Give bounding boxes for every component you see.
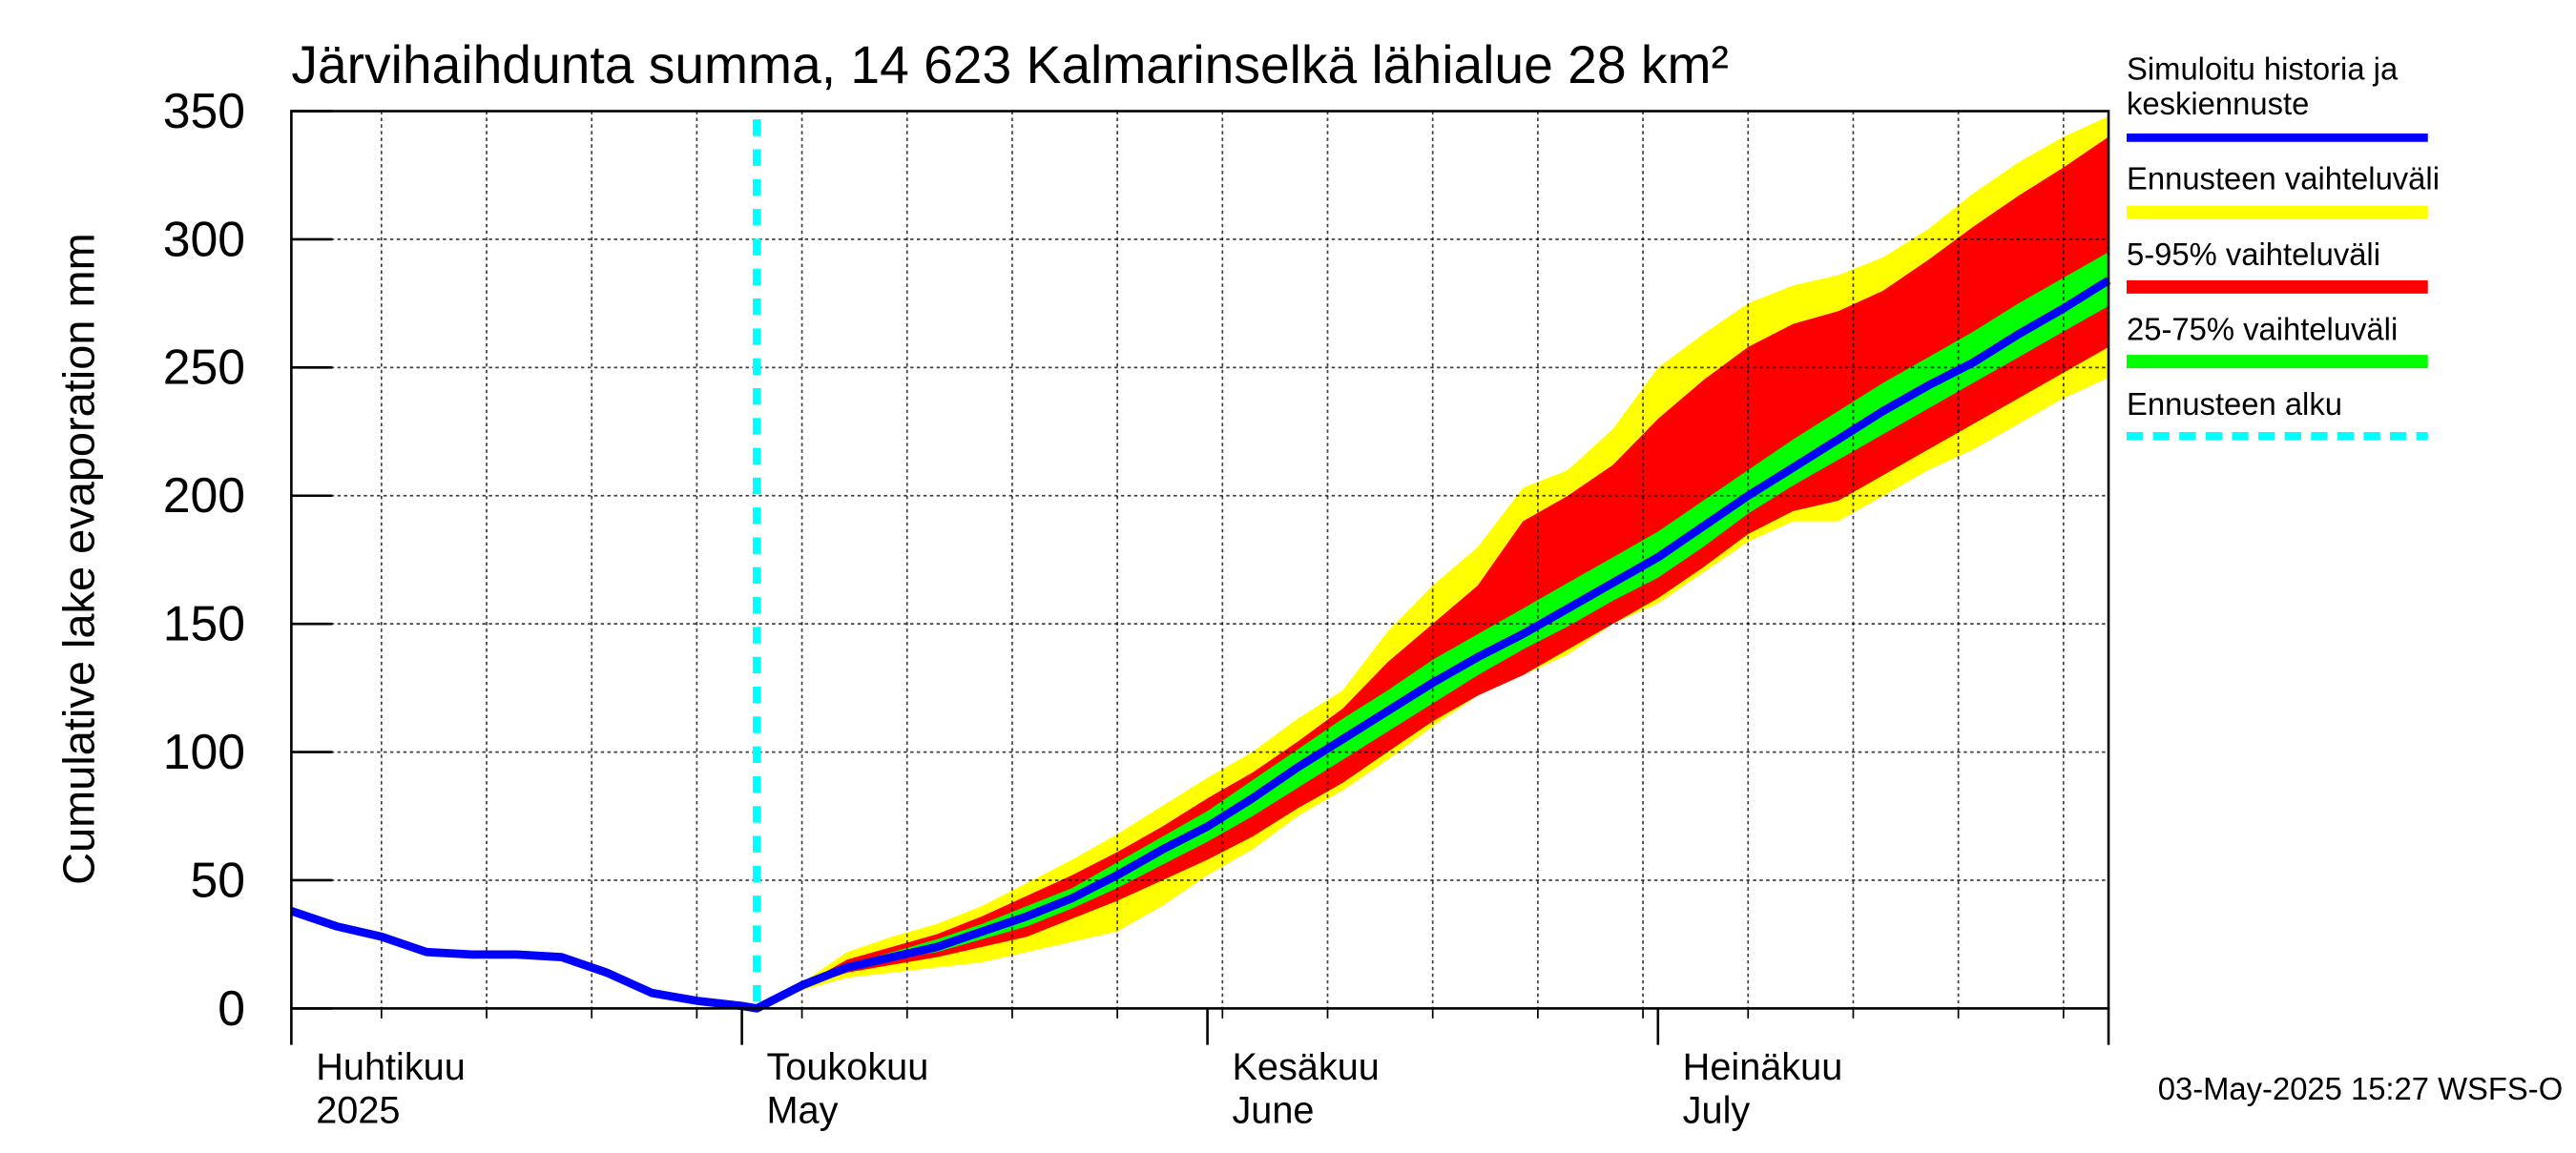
y-tick-label-200: 200 [163,468,245,524]
month-label-en-1: May [766,1089,838,1131]
legend-label-3: 25-75% vaihteluväli [2127,311,2398,346]
grid-layer [291,111,2109,1009]
legend-label-1: Ennusteen vaihteluväli [2127,160,2440,196]
main-series-line [289,277,2111,1013]
bands-layer [757,115,2109,1009]
band-1 [757,136,2109,1009]
y-tick-label-250: 250 [163,340,245,396]
legend-label-2: 5-95% vaihteluväli [2127,237,2380,272]
month-label-en-3: July [1683,1089,1751,1131]
legend-label-4: Ennusteen alku [2127,386,2342,422]
y-tick-label-150: 150 [163,596,245,651]
month-label-fi-1: Toukokuu [766,1046,928,1088]
y-axis-label: Cumulative lake evaporation mm [54,233,104,885]
y-tick-label-50: 50 [190,853,245,908]
y-tick-label-100: 100 [163,725,245,780]
legend-label-0-line2: keskiennuste [2127,86,2309,121]
y-tick-label-350: 350 [163,84,245,139]
y-tick-label-300: 300 [163,212,245,267]
month-label-fi-3: Heinäkuu [1683,1046,1843,1088]
month-label-fi-0: Huhtikuu [316,1046,466,1088]
month-label-en-2: June [1232,1089,1314,1131]
y-tick-label-0: 0 [218,981,245,1037]
plot-frame [290,110,2110,1010]
month-label-fi-2: Kesäkuu [1232,1046,1379,1088]
footer-timestamp: 03-May-2025 15:27 WSFS-O [2158,1071,2563,1106]
lines-layer [289,119,2111,1013]
chart-title: Järvihaihdunta summa, 14 623 Kalmarinsel… [291,35,1729,94]
month-label-en-0: 2025 [316,1089,400,1131]
legend-label-0: Simuloitu historia ja [2127,51,2399,86]
